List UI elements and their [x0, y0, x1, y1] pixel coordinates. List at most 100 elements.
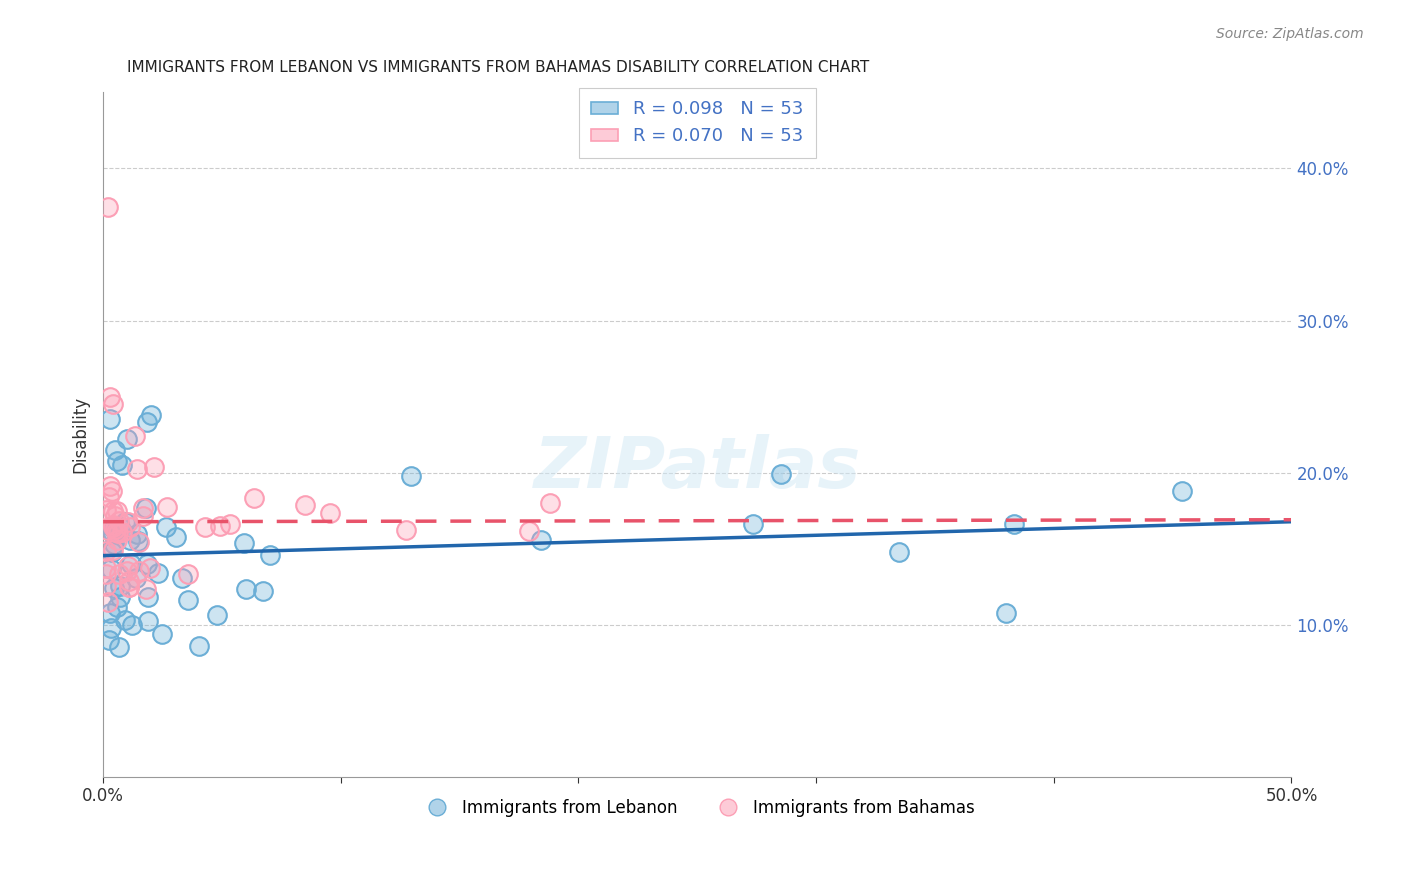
- Immigrants from Lebanon: [121, 617, 143, 632]
- Immigrants from Lebanon: [769, 467, 792, 481]
- Immigrants from Lebanon: [995, 606, 1018, 620]
- Immigrants from Bahamas: [94, 544, 117, 558]
- Immigrants from Lebanon: [124, 571, 146, 585]
- Immigrants from Lebanon: [105, 453, 128, 467]
- Y-axis label: Disability: Disability: [72, 396, 89, 474]
- Immigrants from Bahamas: [94, 579, 117, 593]
- Immigrants from Bahamas: [104, 524, 127, 539]
- Immigrants from Lebanon: [252, 584, 274, 599]
- Immigrants from Bahamas: [107, 526, 129, 541]
- Immigrants from Lebanon: [118, 533, 141, 547]
- Immigrants from Lebanon: [742, 516, 765, 531]
- Immigrants from Bahamas: [104, 523, 127, 537]
- Immigrants from Lebanon: [98, 607, 121, 621]
- Immigrants from Lebanon: [207, 607, 229, 622]
- Immigrants from Bahamas: [97, 595, 120, 609]
- Immigrants from Lebanon: [110, 578, 132, 592]
- Immigrants from Bahamas: [94, 561, 117, 575]
- Immigrants from Bahamas: [124, 429, 146, 443]
- Immigrants from Bahamas: [96, 524, 118, 538]
- Immigrants from Bahamas: [111, 524, 134, 539]
- Immigrants from Lebanon: [136, 590, 159, 604]
- Immigrants from Bahamas: [101, 543, 124, 558]
- Immigrants from Lebanon: [150, 627, 173, 641]
- Immigrants from Lebanon: [135, 416, 157, 430]
- Immigrants from Bahamas: [143, 459, 166, 474]
- Immigrants from Bahamas: [132, 501, 155, 516]
- Immigrants from Lebanon: [100, 621, 122, 635]
- Immigrants from Lebanon: [104, 442, 127, 457]
- Immigrants from Lebanon: [105, 599, 128, 614]
- Immigrants from Bahamas: [209, 519, 232, 533]
- Immigrants from Lebanon: [1171, 484, 1194, 499]
- Immigrants from Lebanon: [120, 558, 142, 572]
- Immigrants from Lebanon: [108, 640, 131, 654]
- Immigrants from Bahamas: [94, 503, 117, 517]
- Immigrants from Bahamas: [98, 390, 121, 404]
- Immigrants from Bahamas: [395, 524, 418, 538]
- Immigrants from Lebanon: [146, 566, 169, 580]
- Immigrants from Bahamas: [294, 498, 316, 512]
- Immigrants from Bahamas: [194, 519, 217, 533]
- Immigrants from Bahamas: [132, 508, 155, 523]
- Immigrants from Lebanon: [103, 581, 125, 595]
- Immigrants from Lebanon: [98, 412, 121, 426]
- Immigrants from Bahamas: [219, 517, 242, 532]
- Immigrants from Lebanon: [135, 501, 157, 516]
- Immigrants from Lebanon: [233, 536, 256, 550]
- Immigrants from Lebanon: [170, 571, 193, 585]
- Immigrants from Bahamas: [117, 515, 139, 529]
- Immigrants from Bahamas: [117, 558, 139, 573]
- Immigrants from Lebanon: [165, 530, 187, 544]
- Immigrants from Bahamas: [108, 567, 131, 582]
- Text: IMMIGRANTS FROM LEBANON VS IMMIGRANTS FROM BAHAMAS DISABILITY CORRELATION CHART: IMMIGRANTS FROM LEBANON VS IMMIGRANTS FR…: [127, 60, 869, 75]
- Immigrants from Lebanon: [114, 613, 136, 627]
- Immigrants from Bahamas: [97, 490, 120, 504]
- Immigrants from Lebanon: [101, 526, 124, 541]
- Legend: Immigrants from Lebanon, Immigrants from Bahamas: Immigrants from Lebanon, Immigrants from…: [413, 792, 981, 823]
- Immigrants from Lebanon: [136, 614, 159, 628]
- Immigrants from Bahamas: [120, 520, 142, 534]
- Immigrants from Lebanon: [110, 590, 132, 604]
- Immigrants from Bahamas: [135, 582, 157, 597]
- Immigrants from Lebanon: [1002, 516, 1025, 531]
- Immigrants from Bahamas: [115, 564, 138, 578]
- Text: ZIPatlas: ZIPatlas: [534, 434, 860, 503]
- Immigrants from Bahamas: [125, 461, 148, 475]
- Immigrants from Bahamas: [538, 496, 561, 510]
- Immigrants from Bahamas: [94, 566, 117, 581]
- Immigrants from Lebanon: [259, 549, 281, 563]
- Immigrants from Lebanon: [101, 521, 124, 535]
- Immigrants from Bahamas: [103, 520, 125, 534]
- Immigrants from Bahamas: [117, 580, 139, 594]
- Immigrants from Bahamas: [100, 478, 122, 492]
- Immigrants from Lebanon: [139, 408, 162, 422]
- Immigrants from Lebanon: [887, 545, 910, 559]
- Immigrants from Bahamas: [118, 574, 141, 588]
- Immigrants from Lebanon: [98, 633, 121, 648]
- Immigrants from Bahamas: [156, 500, 179, 514]
- Immigrants from Bahamas: [104, 508, 127, 523]
- Immigrants from Bahamas: [101, 518, 124, 533]
- Immigrants from Bahamas: [105, 533, 128, 547]
- Immigrants from Lebanon: [135, 557, 157, 571]
- Immigrants from Lebanon: [127, 533, 149, 548]
- Immigrants from Lebanon: [111, 458, 134, 472]
- Immigrants from Lebanon: [108, 520, 131, 534]
- Immigrants from Lebanon: [127, 527, 149, 541]
- Immigrants from Lebanon: [187, 639, 209, 653]
- Immigrants from Bahamas: [101, 397, 124, 411]
- Immigrants from Bahamas: [318, 506, 340, 520]
- Immigrants from Bahamas: [128, 535, 150, 549]
- Immigrants from Bahamas: [243, 491, 266, 505]
- Immigrants from Bahamas: [138, 560, 160, 574]
- Text: Source: ZipAtlas.com: Source: ZipAtlas.com: [1216, 27, 1364, 41]
- Immigrants from Bahamas: [97, 200, 120, 214]
- Immigrants from Lebanon: [103, 537, 125, 551]
- Immigrants from Lebanon: [529, 533, 551, 547]
- Immigrants from Lebanon: [177, 593, 200, 607]
- Immigrants from Lebanon: [155, 519, 177, 533]
- Immigrants from Lebanon: [115, 432, 138, 446]
- Immigrants from Bahamas: [108, 514, 131, 528]
- Immigrants from Bahamas: [105, 504, 128, 518]
